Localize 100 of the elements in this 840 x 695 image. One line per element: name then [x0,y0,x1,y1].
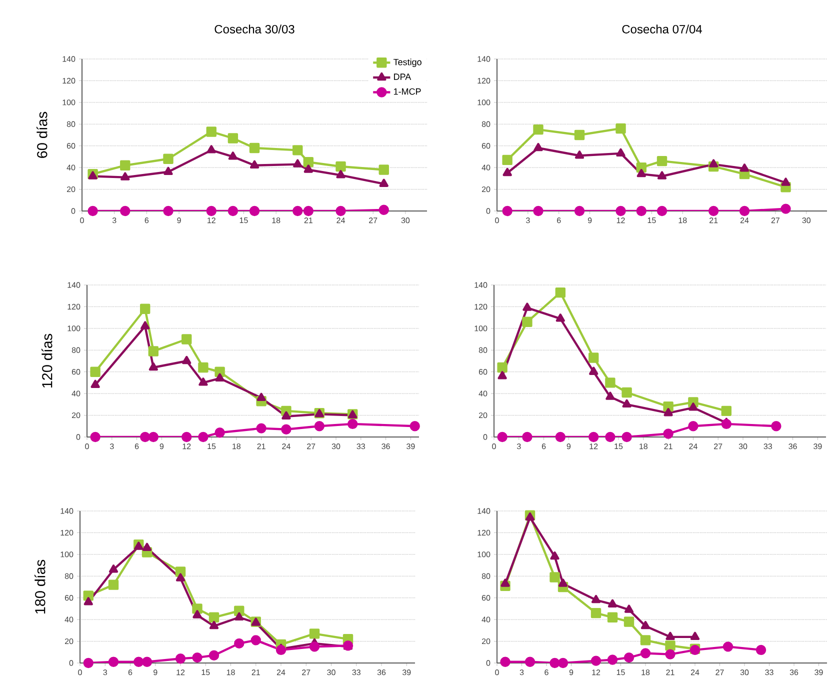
x-tick-label: 0 [495,218,499,224]
x-tick-label: 39 [402,670,411,676]
x-tick-label: 33 [764,444,772,450]
x-tick-label: 36 [790,670,798,676]
y-tick-label: 100 [60,552,74,558]
x-tick-label: 12 [176,670,185,676]
x-tick-label: 18 [232,444,240,450]
y-tick-label: 100 [478,100,490,106]
y-tick-label: 20 [478,412,488,418]
y-tick-label: 40 [478,390,488,396]
x-tick-label: 21 [252,670,260,676]
legend-label: 1-MCP [394,88,421,95]
x-tick-label: 30 [740,670,749,676]
y-tick-label: 120 [62,78,76,84]
x-tick-label: 3 [110,444,114,450]
y-tick-label: 80 [66,121,76,127]
y-tick-label: 40 [64,616,74,622]
x-tick-label: 30 [738,444,748,450]
x-tick-label: 9 [154,670,158,676]
x-tick-label: 15 [614,444,623,450]
x-tick-label: 24 [282,444,290,450]
x-tick-label: 39 [406,444,415,450]
x-tick-label: 27 [714,444,722,450]
x-tick-label: 6 [557,218,561,224]
y-tick-label: 140 [474,282,488,288]
y-axis-title: 180 días [34,560,46,614]
x-tick-label: 18 [642,670,650,676]
x-tick-label: 21 [666,670,674,676]
x-tick-label: 9 [177,218,181,224]
y-tick-label: 80 [482,573,490,579]
x-tick-label: 12 [616,218,625,224]
x-tick-label: 15 [648,218,656,224]
x-tick-label: 3 [520,670,524,676]
legend-label: Testigo [393,58,422,68]
x-tick-label: 24 [336,218,345,224]
y-tick-label: 80 [478,347,488,353]
x-tick-label: 39 [814,670,823,676]
x-tick-label: 0 [85,444,89,450]
y-tick-label: 20 [66,186,76,192]
y-tick-label: 60 [478,369,488,375]
x-tick-label: 21 [664,444,672,450]
x-tick-label: 33 [356,444,365,450]
x-tick-label: 15 [616,670,625,676]
x-tick-label: 27 [716,670,724,676]
y-tick-label: 60 [482,595,490,601]
y-tick-label: 140 [478,56,490,62]
y-tick-label: 0 [486,660,490,666]
y-tick-label: 140 [62,56,76,62]
y-tick-label: 40 [482,164,490,170]
x-tick-label: 3 [103,670,107,676]
x-tick-label: 36 [377,670,386,676]
x-tick-label: 30 [332,444,340,450]
y-tick-label: 120 [478,530,490,536]
y-tick-label: 0 [69,660,74,666]
x-tick-label: 27 [369,218,378,224]
y-tick-label: 60 [482,143,490,149]
x-tick-label: 9 [588,218,592,224]
y-tick-label: 140 [68,282,80,288]
y-tick-label: 140 [60,508,74,514]
x-tick-label: 9 [569,670,574,676]
x-tick-label: 6 [144,218,149,224]
y-tick-label: 20 [72,412,80,418]
x-tick-label: 33 [352,670,360,676]
x-tick-label: 12 [590,444,598,450]
x-tick-label: 3 [516,444,521,450]
chart-title: Cosecha 07/04 [622,24,702,34]
x-tick-label: 21 [257,444,266,450]
x-tick-label: 39 [814,444,822,450]
x-tick-label: 6 [544,670,548,676]
y-tick-label: 60 [72,369,80,375]
y-tick-label: 40 [66,164,76,170]
y-tick-label: 120 [68,304,80,310]
x-tick-label: 18 [226,670,235,676]
x-tick-label: 33 [765,670,774,676]
y-tick-label: 0 [486,208,490,214]
y-tick-label: 100 [478,552,490,558]
y-tick-label: 120 [474,304,488,310]
x-tick-label: 15 [202,670,210,676]
y-tick-label: 0 [71,208,76,214]
y-tick-label: 60 [64,595,74,601]
x-tick-label: 36 [788,444,797,450]
x-tick-label: 36 [382,444,390,450]
x-tick-label: 9 [160,444,164,450]
y-tick-label: 80 [72,347,80,353]
y-tick-label: 40 [482,616,490,622]
x-tick-label: 18 [678,218,687,224]
y-axis-title: 60 días [36,112,48,158]
x-tick-label: 6 [542,444,546,450]
y-tick-label: 0 [76,434,80,440]
x-tick-label: 30 [327,670,336,676]
x-tick-label: 15 [208,444,216,450]
y-tick-label: 120 [60,530,74,536]
y-tick-label: 80 [482,121,490,127]
x-tick-label: 12 [208,218,216,224]
legend-label: DPA [394,74,412,80]
y-tick-label: 100 [68,326,80,332]
y-axis-title: 120 días [42,334,52,388]
x-tick-label: 0 [492,444,496,450]
y-tick-label: 20 [64,638,74,644]
x-tick-label: 0 [495,670,499,676]
